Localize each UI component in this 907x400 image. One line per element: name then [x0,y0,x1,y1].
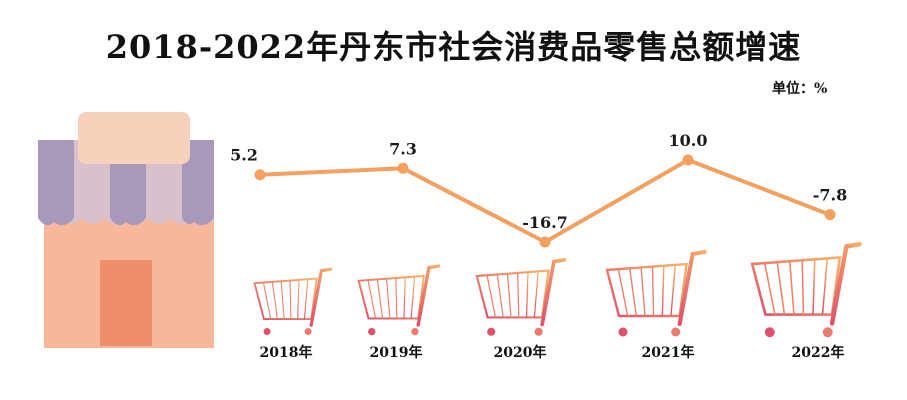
data-label: -7.8 [813,186,847,205]
data-point [824,209,836,221]
unit-label: 单位：% [772,81,828,97]
storefront-icon [38,112,214,348]
data-label: 10.0 [669,131,708,150]
data-points [254,154,836,248]
shopping-cart-icon [750,242,862,338]
shopping-cart-icon [475,258,567,336]
x-tick-label: 2019年 [370,344,423,361]
data-label: -16.7 [522,213,568,232]
data-point [539,236,551,248]
x-axis-labels: 2018年 2019年 2020年 2021年 2022年 [260,344,845,361]
x-tick-label: 2022年 [792,344,845,361]
data-point [397,162,409,174]
data-labels: 5.2 7.3 -16.7 10.0 -7.8 [230,131,847,232]
shopping-cart-icon [253,267,333,336]
shopping-cart-icon [357,264,441,336]
data-label: 5.2 [230,146,258,165]
shopping-carts [253,242,862,338]
x-tick-label: 2018年 [260,344,313,361]
data-point [254,169,266,181]
chart-title: 2018-2022年丹东市社会消费品零售总额增速 [105,28,802,66]
data-point [682,154,694,166]
x-tick-label: 2020年 [494,344,547,361]
data-label: 7.3 [389,139,417,158]
shopping-cart-icon [605,250,707,337]
x-tick-label: 2021年 [642,344,695,361]
